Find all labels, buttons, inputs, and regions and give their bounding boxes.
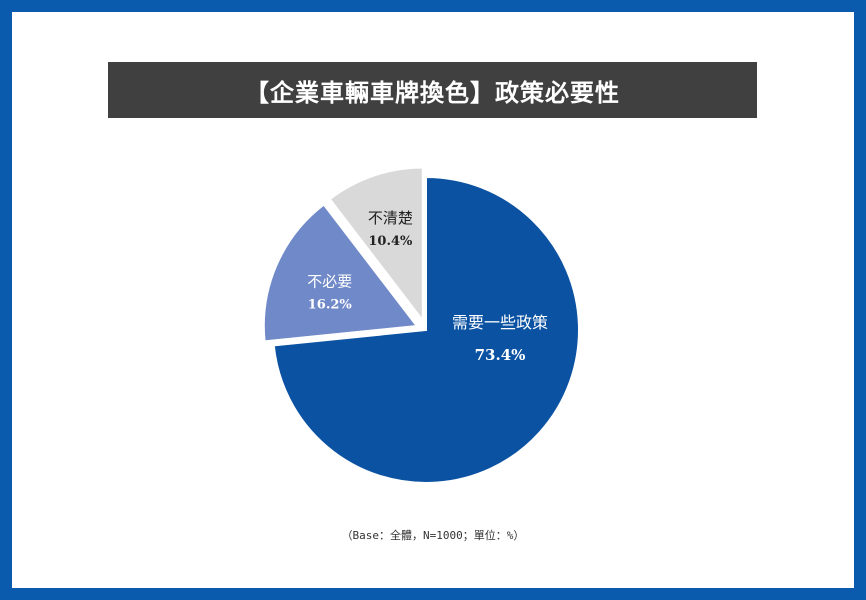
title-bar: 【企業車輛車牌換色】政策必要性: [108, 62, 757, 118]
pie-slice: [262, 203, 419, 343]
pie-slice: [328, 166, 424, 324]
pie-slice: [272, 175, 580, 484]
footnote: （Base：全體，N=1000；單位：%）: [341, 529, 525, 542]
slice-value-label: 73.4%: [475, 346, 526, 364]
slice-value-label: 16.2%: [308, 297, 353, 312]
slice-value-label: 10.4%: [368, 234, 413, 249]
slice-label: 需要一些政策: [452, 313, 548, 332]
slice-label: 不清楚: [368, 209, 413, 227]
chart-title: 【企業車輛車牌換色】政策必要性: [245, 78, 620, 107]
slice-label: 不必要: [307, 272, 352, 290]
